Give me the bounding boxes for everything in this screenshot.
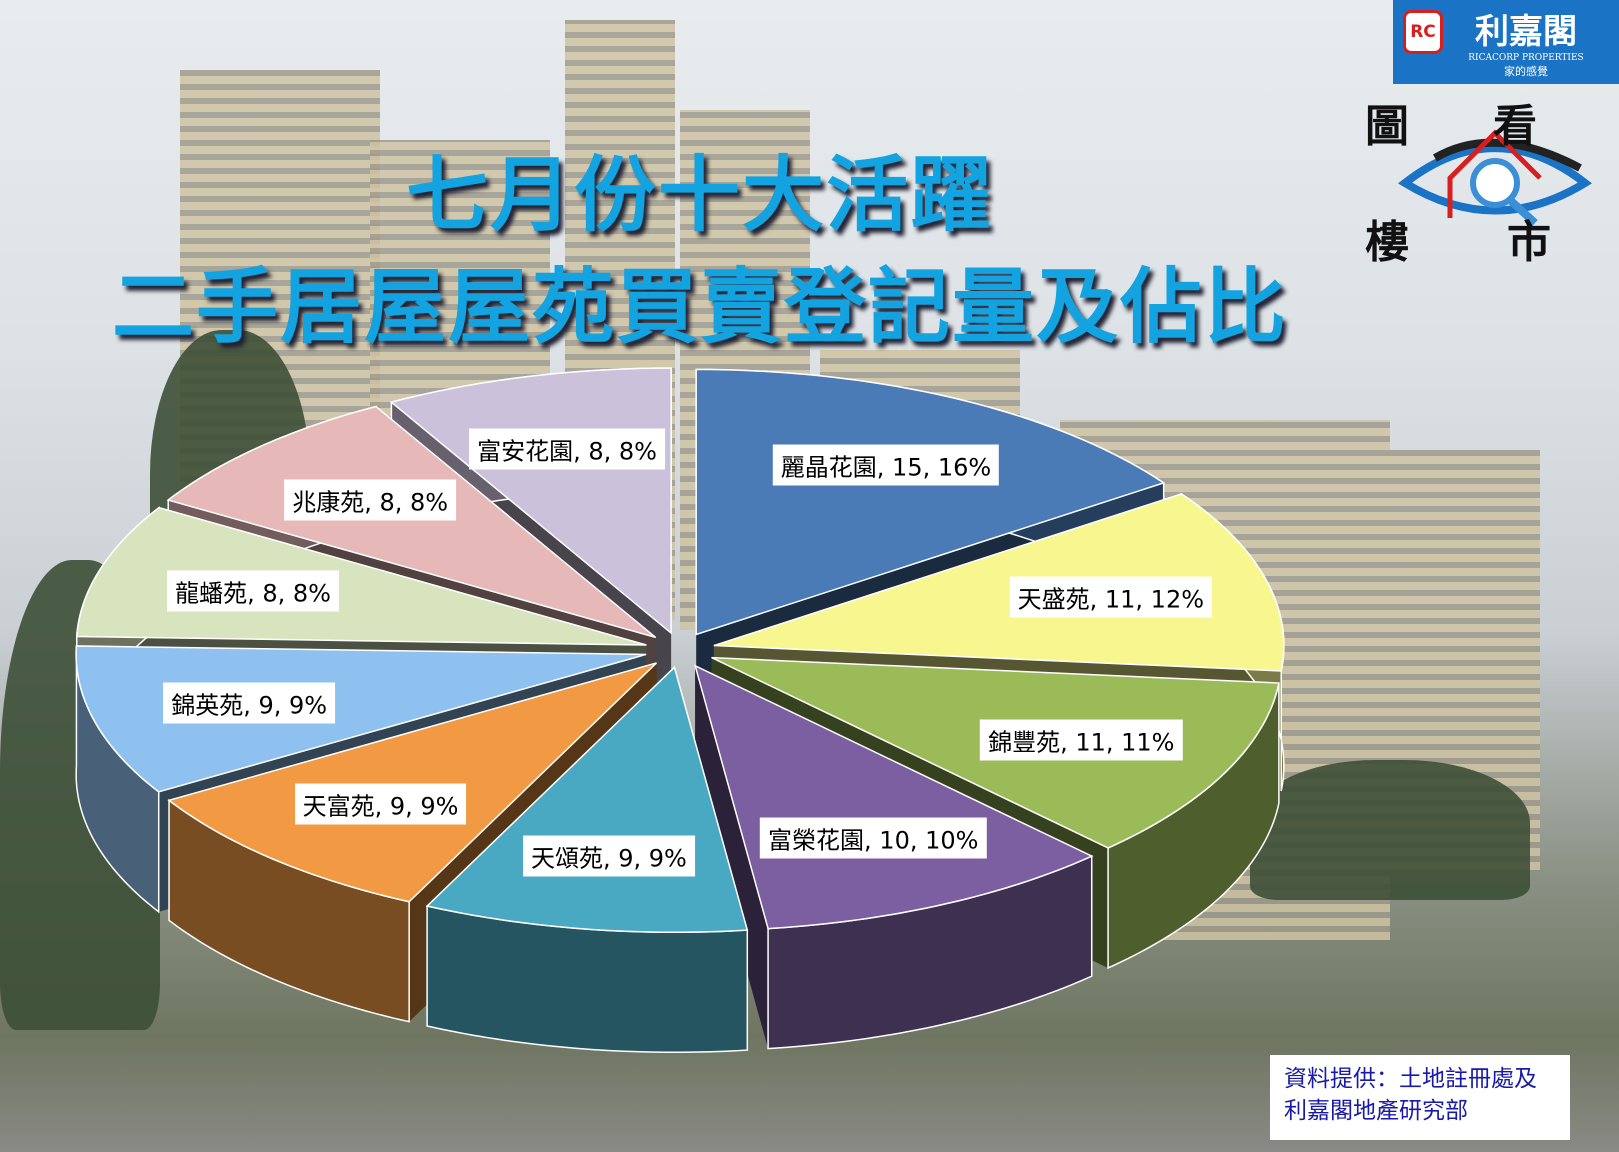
data-label: 兆康苑, 8, 8% <box>284 479 457 521</box>
ricacorp-logo: RC 利嘉閣 RICACORP PROPERTIES 家的感覺 <box>1393 0 1619 84</box>
source-line-2: 利嘉閣地產研究部 <box>1284 1098 1468 1124</box>
logo-english: RICACORP PROPERTIES <box>1468 53 1584 63</box>
title-line-1: 七月份十大活躍 <box>405 148 994 243</box>
eye-badge: 圖 看 樓 市 <box>1365 88 1595 273</box>
data-label: 錦英苑, 9, 9% <box>163 682 336 724</box>
data-label: 麗晶花園, 15, 16% <box>772 444 1000 486</box>
eye-magnifier-icon <box>1397 129 1593 226</box>
badge-char: 圖 <box>1365 101 1409 152</box>
pie-slice-top <box>166 405 657 639</box>
pie-slice-top <box>695 368 1166 636</box>
rc-logo-icon: RC <box>1403 10 1443 54</box>
data-label: 天頌苑, 9, 9% <box>522 835 695 877</box>
data-label: 龍蟠苑, 8, 8% <box>167 570 339 612</box>
data-label: 天富苑, 9, 9% <box>294 783 467 825</box>
logo-name: 利嘉閣 <box>1475 12 1577 52</box>
data-label: 錦豐苑, 11, 11% <box>980 719 1183 761</box>
data-label: 天盛苑, 11, 12% <box>1009 576 1213 618</box>
logo-tagline: 家的感覺 <box>1504 65 1548 78</box>
pie-slice-wall <box>695 665 769 1049</box>
badge-char: 樓 <box>1365 217 1409 268</box>
source-line-1: 資料提供：土地註冊處及 <box>1284 1066 1537 1092</box>
badge-char: 看 <box>1493 101 1537 152</box>
source-note: 資料提供：土地註冊處及 利嘉閣地產研究部 <box>1270 1055 1570 1140</box>
chart-title: 七月份十大活躍 二手居屋屋苑買賣登記量及佔比 <box>0 140 1400 364</box>
pie-slice-top <box>167 662 657 903</box>
pie-slice-top <box>713 493 1285 672</box>
badge-char: 市 <box>1507 217 1551 268</box>
title-line-2: 二手居屋屋苑買賣登記量及佔比 <box>111 260 1288 355</box>
data-label: 富榮花園, 10, 10% <box>760 817 987 859</box>
pie-slice-top <box>694 664 1094 930</box>
data-label: 富安花園, 8, 8% <box>469 428 665 469</box>
